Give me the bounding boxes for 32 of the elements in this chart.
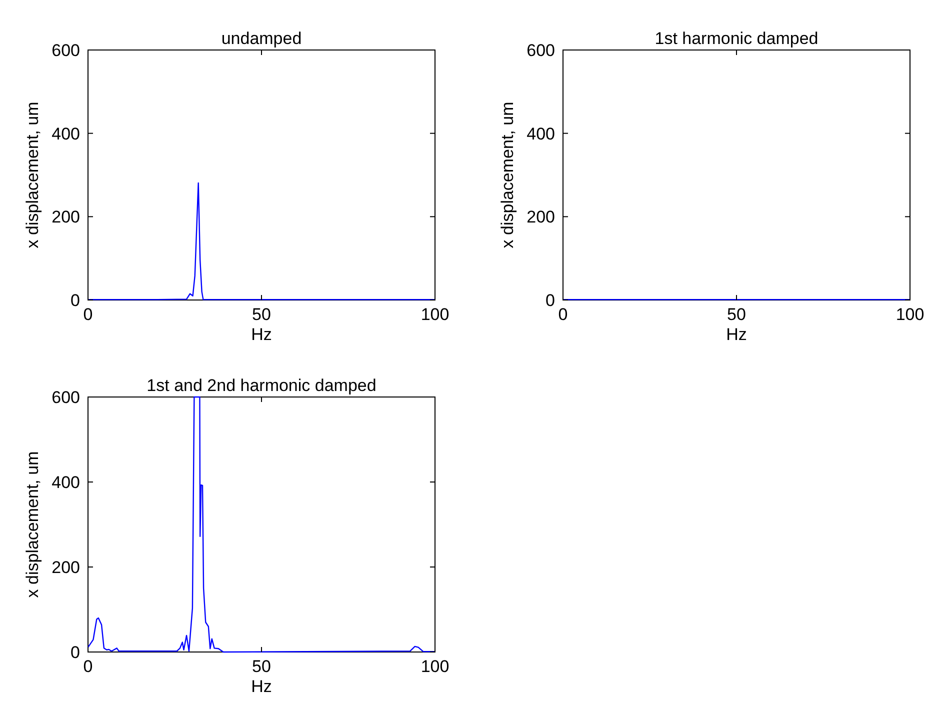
x-tick-label: 50: [252, 305, 271, 324]
x-tick-label: 100: [420, 657, 450, 676]
y-tick-label: 0: [546, 290, 555, 310]
x-axis-title: Hz: [726, 325, 747, 344]
x-tick-label: 0: [558, 305, 568, 324]
y-tick-label: 200: [52, 208, 80, 227]
x-axis-title: Hz: [251, 325, 272, 344]
y-tick-label: 200: [526, 208, 555, 227]
y-tick-label: 400: [52, 472, 80, 492]
x-axis-title: Hz: [251, 677, 272, 696]
x-tick-label: 100: [420, 305, 450, 324]
y-tick-label: 400: [52, 124, 80, 144]
y-tick-label: 0: [70, 290, 80, 310]
x-tick-label: 0: [83, 657, 93, 676]
y-axis-title: x displacement, um: [23, 451, 42, 598]
y-tick-label: 400: [526, 124, 555, 144]
chart-title: 1st and 2nd harmonic damped: [146, 376, 376, 395]
x-tick-label: 100: [896, 305, 924, 324]
y-tick-label: 600: [52, 388, 80, 407]
y-tick-label: 0: [70, 642, 80, 662]
line-series: [88, 396, 435, 653]
chart-title: undamped: [221, 29, 302, 48]
line-series: [88, 182, 435, 300]
y-tick-label: 600: [52, 40, 80, 60]
chart-title: 1st harmonic damped: [654, 29, 818, 48]
y-axis-title: x displacement, um: [498, 102, 517, 248]
x-tick-label: 50: [252, 657, 271, 676]
y-tick-label: 600: [526, 40, 555, 60]
x-tick-label: 0: [83, 305, 93, 324]
x-tick-label: 50: [727, 305, 746, 324]
y-tick-label: 200: [52, 558, 80, 577]
y-axis-title: x displacement, um: [23, 102, 42, 248]
